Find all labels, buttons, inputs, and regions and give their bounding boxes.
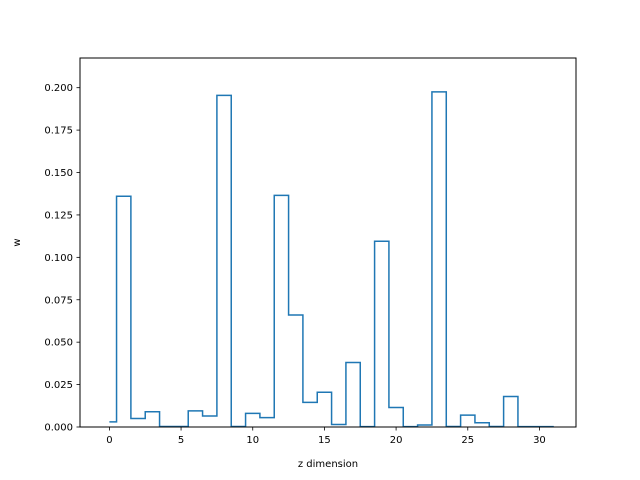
step-bin-2	[131, 419, 145, 427]
step-bin-1	[117, 196, 131, 427]
step-bin-20	[389, 407, 403, 427]
axes-frame	[79, 57, 577, 428]
y-tick-label: 0.175	[44, 126, 73, 137]
y-tick-label: 0.125	[44, 210, 73, 221]
step-bin-25	[461, 415, 475, 427]
step-bin-3	[145, 412, 159, 427]
step-bin-23	[432, 92, 446, 427]
y-axis-label: w	[12, 238, 23, 246]
y-tick-label: 0.150	[44, 168, 73, 179]
step-bin-15	[317, 392, 331, 427]
x-axis-ticks: 0 5 10 15 20 25 30	[106, 427, 546, 446]
x-tick-label: 15	[318, 435, 331, 446]
step-bin-0	[109, 422, 116, 427]
step-bin-12	[274, 195, 288, 427]
step-bin-10	[246, 413, 260, 427]
series-step-line	[109, 91, 554, 428]
step-bin-13	[289, 315, 303, 427]
step-bin-17	[346, 363, 360, 427]
step-bin-28	[504, 396, 518, 427]
step-bin-6	[188, 411, 202, 427]
x-tick-label: 10	[246, 435, 259, 446]
step-bin-11	[260, 418, 274, 427]
step-bin-8	[217, 95, 231, 427]
x-axis-label: z dimension	[298, 459, 358, 470]
plot-area	[109, 91, 554, 428]
y-axis-ticks: 0.000 0.025 0.050 0.075 0.100 0.125 0.150 0.175…	[44, 83, 80, 434]
step-bin-14	[303, 402, 317, 427]
y-tick-label: 0.050	[44, 338, 73, 349]
step-bin-7	[203, 416, 217, 427]
x-tick-label: 5	[178, 435, 184, 446]
x-tick-label: 20	[390, 435, 403, 446]
step-bin-19	[375, 241, 389, 427]
x-tick-label: 0	[106, 435, 112, 446]
y-tick-label: 0.075	[44, 295, 73, 306]
x-tick-label: 25	[461, 435, 474, 446]
y-tick-label: 0.000	[44, 423, 73, 434]
step-bin-26	[475, 423, 489, 427]
x-tick-label: 30	[533, 435, 546, 446]
y-tick-label: 0.200	[44, 83, 73, 94]
y-tick-label: 0.100	[44, 253, 73, 264]
y-tick-label: 0.025	[44, 380, 73, 391]
